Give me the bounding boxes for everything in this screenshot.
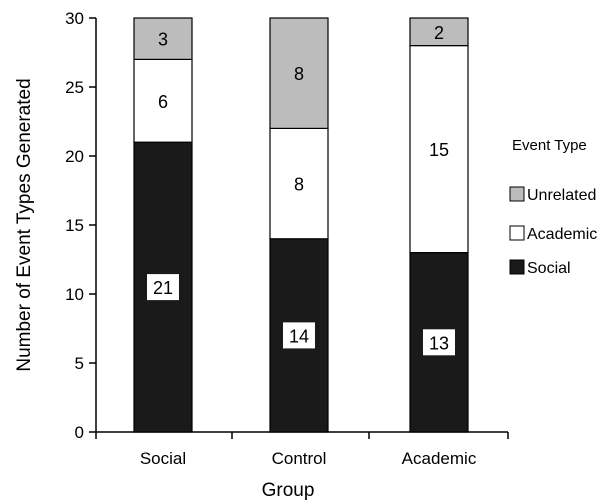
data-label-box bbox=[147, 274, 179, 301]
data-label-box bbox=[423, 329, 455, 356]
data-label: 8 bbox=[294, 64, 304, 84]
bar-segment-unrelated bbox=[409, 17, 469, 47]
x-axis-title: Group bbox=[262, 480, 315, 501]
data-label-box bbox=[283, 322, 315, 349]
legend-swatch-unrelated bbox=[509, 186, 525, 202]
y-tick-label: 0 bbox=[75, 423, 84, 442]
y-axis-title: Number of Event Types Generated bbox=[14, 78, 35, 371]
legend-title: Event Type bbox=[512, 137, 587, 154]
data-label: 3 bbox=[158, 30, 168, 50]
x-tick-label: Academic bbox=[402, 449, 477, 468]
bar-segment-academic bbox=[269, 127, 329, 240]
legend-label-social: Social bbox=[527, 260, 571, 277]
y-tick-label: 20 bbox=[65, 147, 84, 166]
data-label: 8 bbox=[294, 175, 304, 195]
bars bbox=[133, 17, 469, 433]
data-label: 15 bbox=[429, 140, 449, 160]
data-label: 6 bbox=[158, 92, 168, 112]
x-tick-label: Social bbox=[140, 449, 186, 468]
y-tick-label: 30 bbox=[65, 9, 84, 28]
bar-segment-academic bbox=[409, 44, 469, 254]
bar-segment-unrelated bbox=[269, 17, 329, 130]
data-label: 21 bbox=[153, 278, 173, 298]
y-tick-label: 10 bbox=[65, 285, 84, 304]
legend: Event Type Unrelated Academic Social bbox=[509, 137, 597, 277]
bar-segment-academic bbox=[133, 58, 193, 143]
legend-swatch-social bbox=[509, 259, 525, 275]
axes: 0 5 10 15 20 25 30 Social Control Academic bbox=[65, 9, 509, 468]
y-tick-label: 5 bbox=[75, 354, 84, 373]
data-label: 14 bbox=[289, 326, 309, 346]
legend-label-unrelated: Unrelated bbox=[527, 187, 596, 204]
bar-segment-unrelated bbox=[133, 17, 193, 61]
data-label: 2 bbox=[434, 23, 444, 43]
y-tick-label: 25 bbox=[65, 78, 84, 97]
legend-swatch-academic bbox=[509, 225, 525, 241]
x-tick-label: Control bbox=[272, 449, 327, 468]
y-tick-label: 15 bbox=[65, 216, 84, 235]
data-label: 13 bbox=[429, 333, 449, 353]
data-labels: 21 6 3 14 8 8 13 15 2 bbox=[147, 23, 455, 356]
legend-label-academic: Academic bbox=[527, 226, 597, 243]
